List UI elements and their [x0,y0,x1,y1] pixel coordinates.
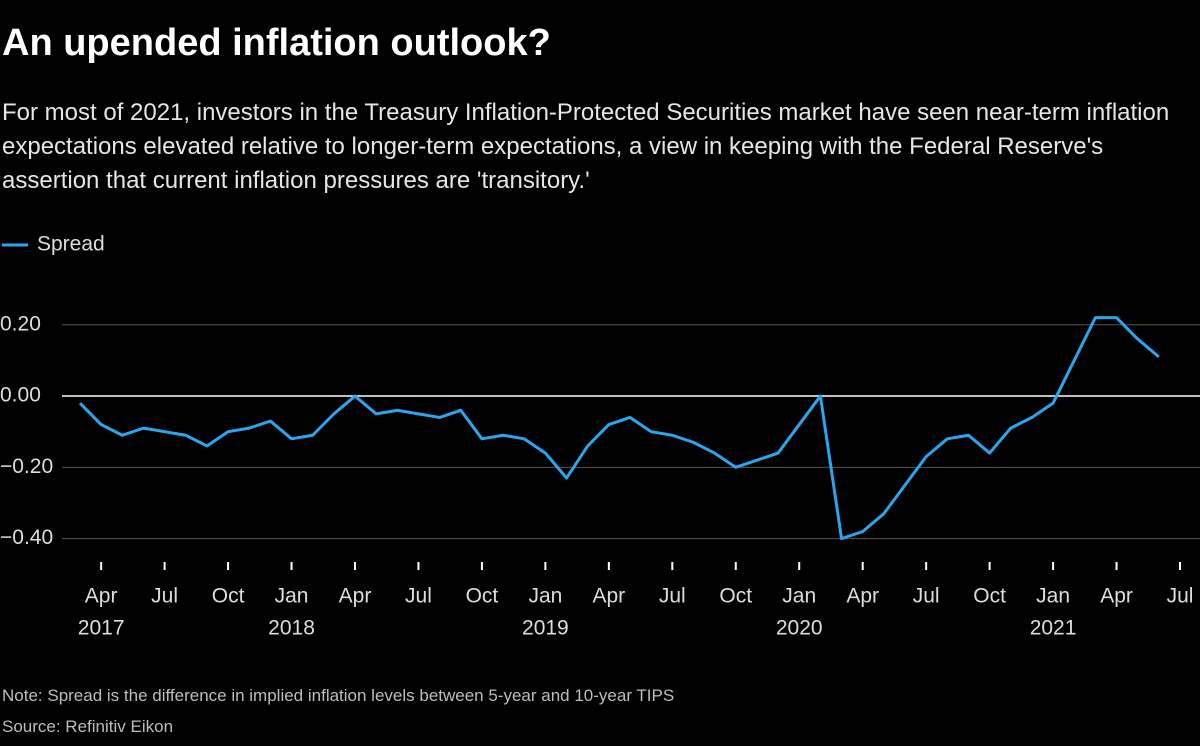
chart-subtitle: For most of 2021, investors in the Treas… [2,99,1170,194]
x-tick-label: Jan [1036,585,1070,608]
x-tick-label: Oct [973,585,1006,608]
x-tick-year: 2017 [78,617,125,640]
x-tick-year: 2020 [776,617,823,640]
y-tick-label: −0.20 [0,455,53,478]
y-tick-label: 0.00 [0,384,41,407]
y-tick-label: −0.40 [0,526,53,549]
x-tick-label: Apr [593,585,626,608]
x-tick-label: Jul [913,585,940,608]
source: Source: Refinitiv Eikon [2,717,174,736]
legend-label: Spread [37,233,105,256]
x-tick-label: Jul [1167,585,1194,608]
x-tick-label: Oct [212,585,245,608]
x-tick-label: Apr [85,585,118,608]
x-tick-year: 2021 [1030,617,1077,640]
x-tick-label: Oct [466,585,499,608]
x-tick-label: Apr [846,585,879,608]
x-tick-label: Jul [151,585,178,608]
x-tick-label: Apr [339,585,372,608]
x-tick-label: Jan [782,585,816,608]
y-tick-label: 0.20 [0,312,41,335]
x-tick-label: Jan [275,585,309,608]
x-tick-label: Oct [719,585,752,608]
x-tick-year: 2018 [268,617,315,640]
x-tick-label: Jul [405,585,432,608]
line [78,316,1160,541]
note: Note: Spread is the difference in implie… [2,686,675,705]
x-tick-label: Jan [528,585,562,608]
x-tick-year: 2019 [522,617,569,640]
x-tick-label: Apr [1100,585,1133,608]
x-tick-label: Jul [659,585,686,608]
chart-title: An upended inflation outlook? [2,22,551,64]
